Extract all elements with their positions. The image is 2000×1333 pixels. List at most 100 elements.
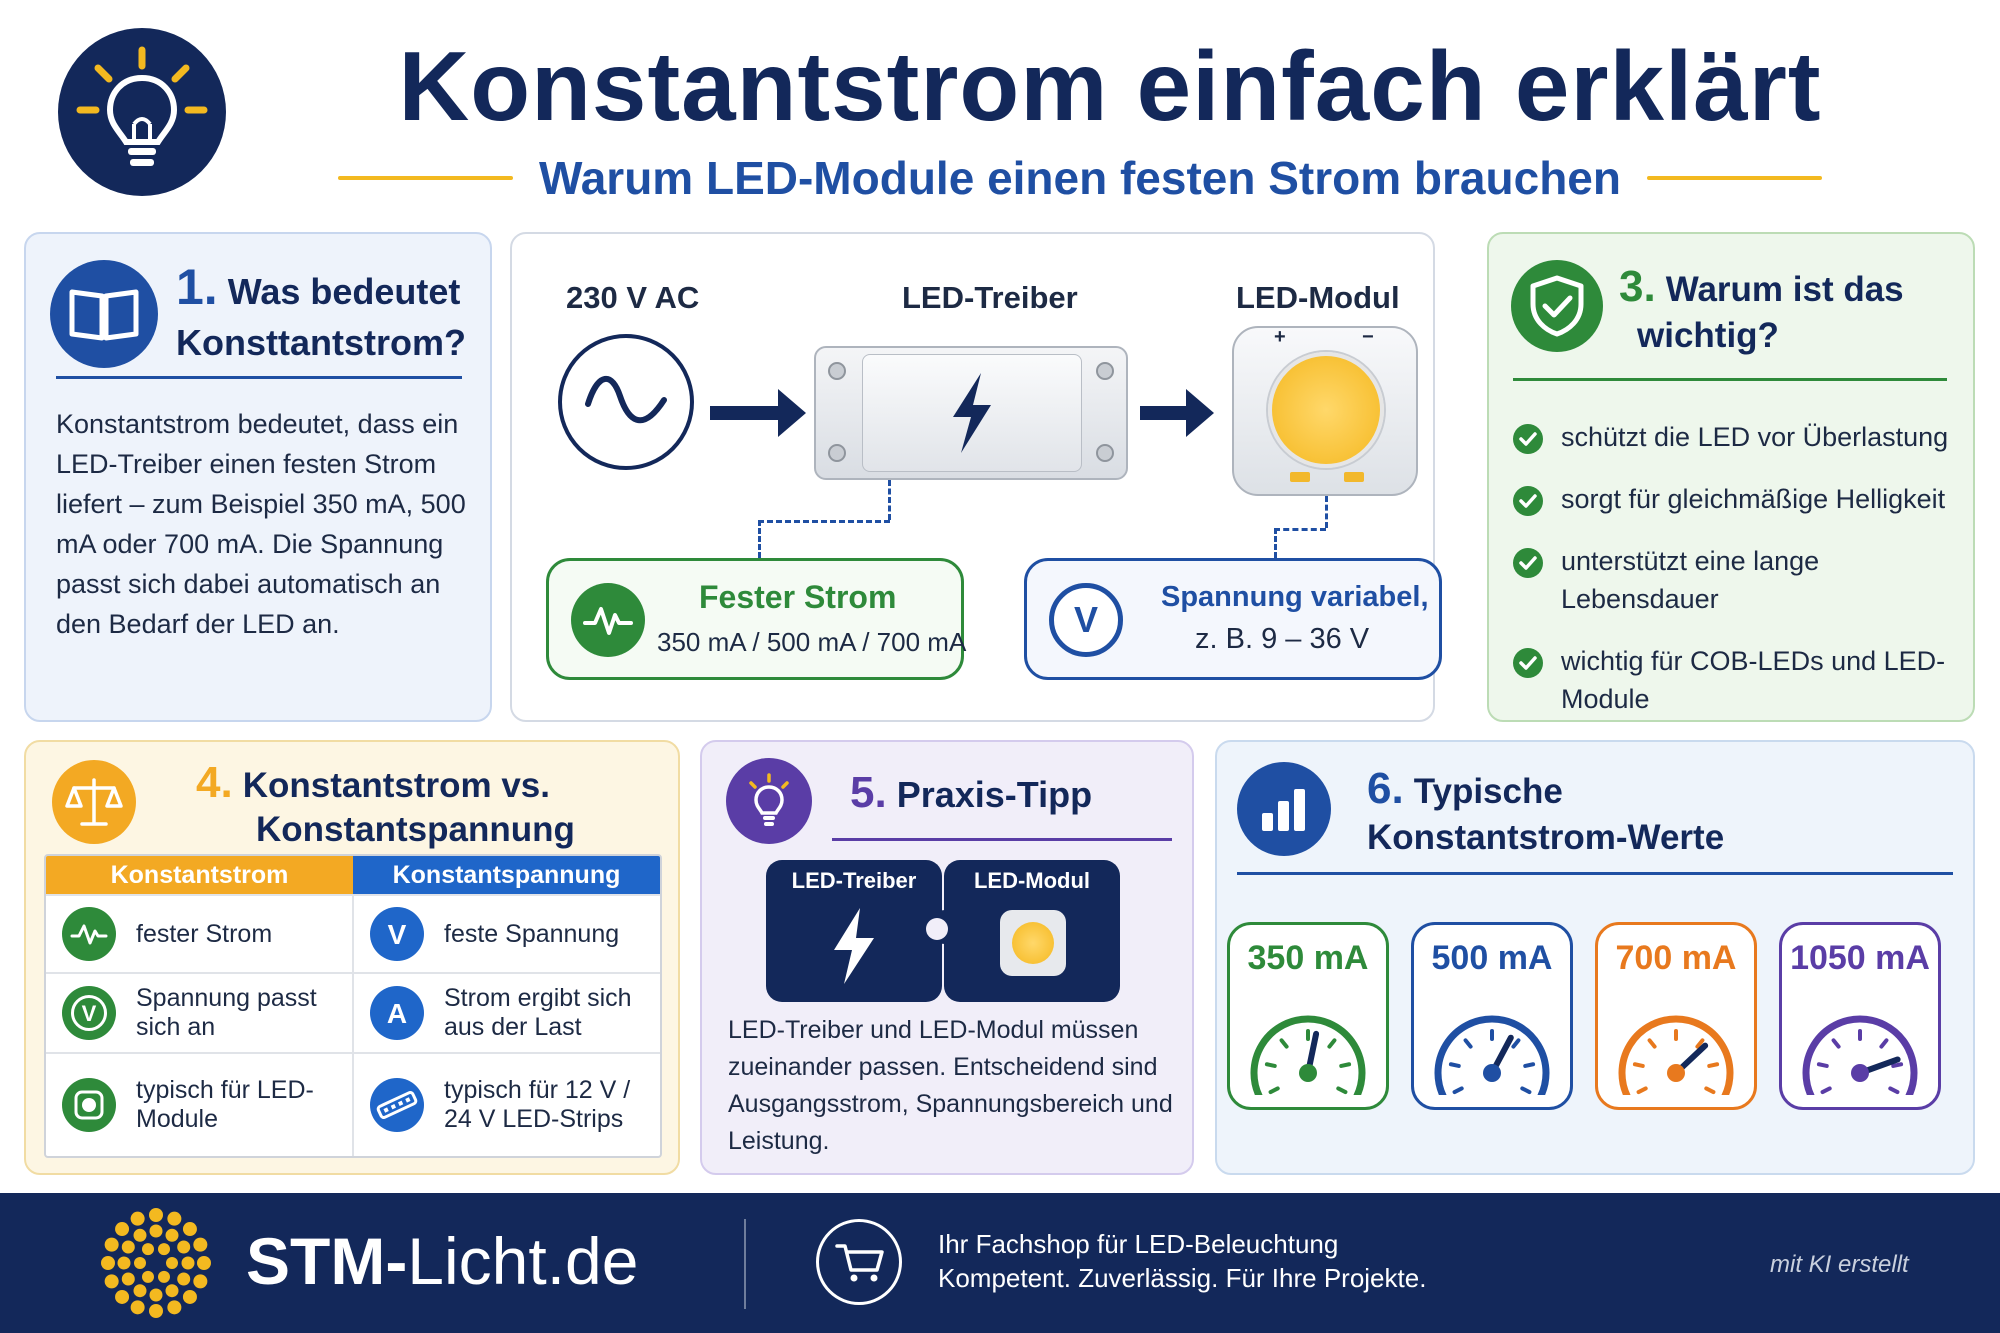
puzzle-notch — [926, 918, 948, 940]
shield-check-icon — [1511, 260, 1603, 352]
section-title: Konstantspannung — [256, 810, 575, 849]
variable-voltage-box: V Spannung variabel, z. B. 9 – 36 V — [1024, 558, 1442, 680]
table-row: typisch für LED-Module typisch für 12 V … — [46, 1052, 660, 1156]
connector-line — [1325, 496, 1328, 528]
gauge-value: 500 mA — [1431, 939, 1553, 977]
section-divider — [832, 838, 1172, 841]
gauge-card: 1050 mA — [1779, 922, 1941, 1110]
check-circle-icon — [1513, 424, 1543, 454]
screw-icon — [1096, 362, 1114, 380]
logo-dot — [130, 1211, 145, 1226]
logo-dot — [117, 1256, 131, 1270]
gauge-tick — [1463, 1038, 1473, 1049]
logo-dot — [121, 1272, 135, 1286]
section-5-heading: 5. Praxis-Tipp — [850, 768, 1092, 818]
logo-dot — [177, 1272, 191, 1286]
logo-dot — [158, 1243, 170, 1256]
gauge-tick — [1339, 1062, 1352, 1068]
tagline-line: Ihr Fachshop für LED-Beleuchtung — [938, 1229, 1339, 1259]
shopping-cart-icon — [816, 1219, 902, 1305]
section-title: Konstantstrom-Werte — [1367, 818, 1725, 857]
logo-dot — [115, 1222, 130, 1237]
logo-dot — [182, 1222, 197, 1237]
gauge-arc — [1618, 1015, 1734, 1095]
gauge-icon — [1434, 1015, 1550, 1095]
gauge-value: 1050 mA — [1790, 939, 1930, 977]
brand-name: STM-Licht.de — [246, 1223, 638, 1299]
voltage-title: Spannung variabel, — [1161, 581, 1429, 613]
logo-dot — [104, 1237, 119, 1252]
section-title: Konstantstrom vs. — [242, 766, 550, 805]
section-number: 3. — [1619, 262, 1656, 311]
section-1-heading: 1. Was bedeutet Konsttantstrom? — [176, 258, 476, 364]
gauge-tick — [1695, 1038, 1705, 1049]
led-strip-icon — [370, 1078, 424, 1132]
section-divider — [56, 376, 462, 379]
section-title: Typische — [1413, 772, 1563, 811]
connector-line — [758, 520, 761, 558]
puzzle-label: LED-Treiber — [791, 868, 917, 893]
gauge-card: 500 mA — [1411, 922, 1573, 1110]
led-module-icon — [62, 1078, 116, 1132]
gauge-tick — [1820, 1086, 1832, 1095]
comparison-table: Konstantstrom Konstantspannung fester St… — [44, 854, 662, 1158]
footer-tagline: Ihr Fachshop für LED-Beleuchtung Kompete… — [938, 1227, 1426, 1295]
module-label: LED-Modul — [1236, 280, 1400, 315]
list-item: unterstützt eine lange Lebensdauer — [1513, 542, 1953, 618]
logo-dot — [149, 1288, 163, 1302]
screw-icon — [1096, 444, 1114, 462]
gauge-arc — [1434, 1015, 1550, 1095]
section-6-heading: 6. Typische Konstantstrom-Werte — [1367, 764, 1724, 858]
section-title: Was bedeutet — [227, 271, 461, 312]
voltage-icon: V — [370, 907, 424, 961]
ac-label: 230 V AC — [566, 280, 700, 315]
logo-dot — [149, 1224, 163, 1238]
cell-text: typisch für LED-Module — [136, 1076, 314, 1133]
section-number: 6. — [1367, 764, 1404, 813]
logo-dot — [149, 1304, 163, 1318]
lightbulb-icon — [58, 28, 226, 196]
logo-dot — [121, 1240, 135, 1254]
gauge-tick — [1448, 1062, 1461, 1068]
section-why-important: 3. Warum ist das wichtig? schützt die LED… — [1487, 232, 1975, 722]
page-title: Konstantstrom einfach erklärt — [398, 31, 1822, 141]
solder-pad — [1344, 472, 1364, 482]
ai-note: mit KI erstellt — [1770, 1251, 1909, 1278]
logo-dot — [158, 1270, 170, 1283]
voltage-circle-icon: V — [62, 986, 116, 1040]
logo-dot — [165, 1228, 179, 1242]
logo-dot — [167, 1211, 182, 1226]
section-number: 1. — [176, 259, 218, 315]
table-header: Konstantstrom Konstantspannung — [46, 856, 660, 894]
section-comparison: 4. Konstantstrom vs. Konstantspannung Kon… — [24, 740, 680, 1175]
table-row: V Spannung passt sich an A Strom ergibt … — [46, 972, 660, 1052]
screw-icon — [828, 362, 846, 380]
lightbulb-icon — [726, 758, 812, 844]
section-title: Praxis-Tipp — [896, 774, 1093, 815]
section-divider — [1513, 378, 1947, 381]
list-item-text: schützt die LED vor Überlastung — [1561, 422, 1949, 452]
page-subtitle: Warum LED-Module einen festen Strom brau… — [539, 152, 1621, 204]
gauge-card: 700 mA — [1595, 922, 1757, 1110]
logo-dot — [142, 1270, 154, 1283]
logo-dot — [165, 1284, 179, 1298]
led-module-icon — [1000, 910, 1066, 976]
gauge-tick — [1511, 1038, 1521, 1049]
subtitle-divider — [1646, 176, 1822, 180]
screw-icon — [828, 444, 846, 462]
connector-line — [1274, 528, 1277, 558]
logo-dot — [167, 1300, 182, 1315]
logo-dot — [104, 1274, 119, 1289]
waveform-icon — [62, 907, 116, 961]
logo-dot — [181, 1256, 195, 1270]
cell-text: fester Strom — [136, 919, 273, 948]
gauge-icon — [1802, 1015, 1918, 1095]
tagline-line: Kompetent. Zuverlässig. Für Ihre Projekt… — [938, 1263, 1427, 1293]
scale-icon — [52, 760, 136, 844]
cell-text: Strom ergibt sich aus der Last — [444, 984, 632, 1041]
list-item: wichtig für COB-LEDs und LED-Module — [1513, 642, 1953, 718]
table-cell: V Spannung passt sich an — [46, 974, 352, 1052]
voltage-letter: V — [71, 995, 107, 1031]
logo-dot — [182, 1289, 197, 1304]
connector-line — [758, 520, 890, 523]
